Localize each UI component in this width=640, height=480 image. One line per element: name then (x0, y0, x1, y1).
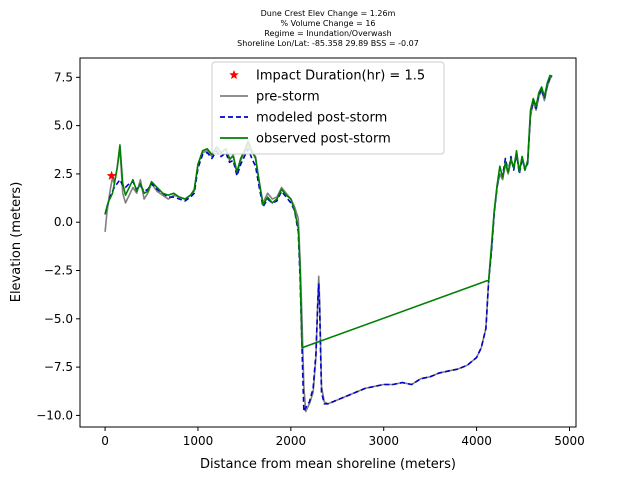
x-tick-label: 1000 (183, 434, 214, 448)
y-tick-label: −5.0 (44, 312, 73, 326)
y-tick-label: 7.5 (54, 70, 73, 84)
title-line: % Volume Change = 16 (280, 19, 375, 28)
legend-label-observed-post-storm: observed post-storm (256, 132, 391, 147)
y-tick-label: 0.0 (54, 215, 73, 229)
legend-label-pre-storm: pre-storm (256, 90, 320, 105)
impact-point-marker (106, 170, 117, 181)
title-line: Regime = Inundation/Overwash (264, 29, 391, 38)
x-tick-label: 3000 (368, 434, 399, 448)
series-line-modeled-post-storm (104, 74, 553, 413)
legend-label-impact: Impact Duration(hr) = 1.5 (256, 69, 425, 84)
legend-label-modeled-post-storm: modeled post-storm (256, 111, 387, 126)
legend: Impact Duration(hr) = 1.5 pre-storm modele… (211, 61, 445, 155)
legend-marker-impact (229, 69, 239, 80)
title-line: Dune Crest Elev Change = 1.26m (261, 9, 396, 18)
y-axis-label: Elevation (meters) (9, 182, 24, 303)
legend-box (211, 61, 445, 155)
y-axis-ticks: −10.0 −7.5 −5.0 −2.5 0.0 2.5 5.0 7.5 (36, 70, 80, 422)
x-tick-label: 0 (101, 434, 109, 448)
x-tick-label: 4000 (461, 434, 492, 448)
chart-title: Dune Crest Elev Change = 1.26m% Volume C… (237, 9, 419, 48)
y-tick-label: −7.5 (44, 360, 73, 374)
y-tick-label: 2.5 (54, 167, 73, 181)
y-tick-label: −10.0 (36, 408, 73, 422)
x-axis-ticks: 0 1000 2000 3000 4000 5000 (101, 427, 585, 448)
title-line: Shoreline Lon/Lat: -85.358 29.89 BSS = -… (237, 39, 419, 48)
x-axis-label: Distance from mean shoreline (meters) (200, 457, 456, 472)
x-tick-label: 2000 (276, 434, 307, 448)
axes-frame (79, 57, 577, 428)
y-tick-label: 5.0 (54, 119, 73, 133)
y-tick-label: −2.5 (44, 264, 73, 278)
x-tick-label: 5000 (554, 434, 585, 448)
